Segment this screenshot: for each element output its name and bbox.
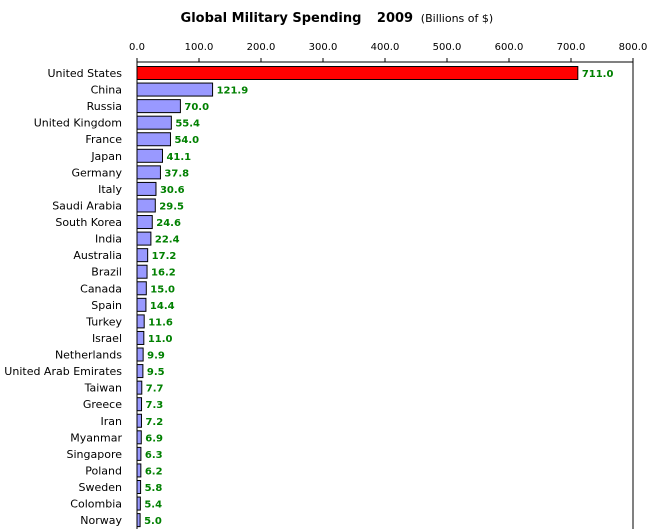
- x-tick-label: 400.0: [371, 42, 400, 53]
- data-label: 5.0: [144, 516, 162, 527]
- data-label: 11.0: [148, 334, 173, 345]
- data-label: 24.6: [156, 218, 181, 229]
- chart-title: Global Military Spending: [181, 11, 362, 26]
- data-label: 5.8: [145, 483, 163, 494]
- bar: [136, 330, 145, 345]
- category-label: United Arab Emirates: [4, 365, 122, 378]
- bar: [136, 148, 163, 163]
- category-label: Russia: [87, 100, 122, 113]
- data-label: 14.4: [150, 301, 175, 312]
- bar: [136, 82, 214, 97]
- bar: [136, 165, 161, 180]
- category-label: Italy: [98, 183, 122, 196]
- bar: [136, 480, 142, 494]
- category-label: China: [91, 84, 122, 97]
- bar: [136, 231, 152, 246]
- bar: [136, 281, 147, 296]
- bar: [136, 248, 149, 263]
- data-label: 37.8: [164, 168, 189, 179]
- category-label: Taiwan: [84, 382, 122, 395]
- category-label: Saudi Arabia: [52, 199, 122, 212]
- data-label: 7.3: [146, 400, 164, 411]
- category-label: Poland: [85, 464, 122, 477]
- bar: [136, 513, 141, 528]
- x-tick-label: 300.0: [309, 42, 338, 53]
- x-tick-label: 100.0: [185, 42, 214, 53]
- x-tick-label: 600.0: [495, 42, 524, 53]
- category-label: Turkey: [85, 315, 122, 328]
- bar: [136, 380, 143, 395]
- data-label: 9.9: [147, 351, 165, 362]
- category-label: Australia: [73, 249, 122, 262]
- category-label: Canada: [80, 282, 122, 295]
- data-label: 121.9: [217, 86, 249, 97]
- chart-title-year: 2009: [377, 11, 413, 26]
- bar: [136, 430, 142, 445]
- data-label: 30.6: [160, 185, 185, 196]
- bar: [136, 115, 172, 130]
- category-label: Greece: [83, 398, 122, 411]
- bar: [136, 463, 142, 478]
- bar: [136, 181, 157, 196]
- x-tick-label: 0.0: [129, 42, 145, 53]
- data-label: 41.1: [166, 152, 191, 163]
- bar: [136, 496, 141, 511]
- x-tick-label: 500.0: [433, 42, 462, 53]
- bar: [136, 397, 143, 412]
- category-label: Brazil: [91, 266, 122, 279]
- bar: [136, 198, 156, 213]
- category-label: South Korea: [55, 216, 122, 229]
- category-label: France: [85, 133, 122, 146]
- bar: [136, 215, 153, 230]
- data-label: 17.2: [152, 251, 177, 262]
- category-label: Netherlands: [55, 349, 122, 362]
- category-label: Germany: [71, 166, 122, 179]
- bar: [136, 314, 145, 329]
- category-label: Japan: [90, 150, 122, 163]
- category-label: India: [95, 233, 122, 246]
- data-label: 6.9: [145, 433, 163, 444]
- x-tick-label: 800.0: [619, 42, 648, 53]
- data-label: 7.2: [145, 417, 163, 428]
- category-label: Singapore: [67, 448, 123, 461]
- data-label: 6.3: [145, 450, 163, 461]
- data-label: 11.6: [148, 317, 173, 328]
- data-label: 5.4: [144, 500, 162, 511]
- bar: [136, 132, 171, 147]
- bar: [136, 413, 142, 428]
- bar: [136, 297, 147, 312]
- data-label: 70.0: [184, 102, 209, 113]
- data-label: 16.2: [151, 268, 176, 279]
- bar: [136, 446, 142, 461]
- data-label: 9.5: [147, 367, 165, 378]
- chart-subtitle: (Billions of $): [421, 12, 493, 25]
- category-label: Sweden: [79, 481, 122, 494]
- bar: [136, 264, 148, 279]
- category-label: Norway: [80, 514, 122, 527]
- data-label: 55.4: [175, 119, 200, 130]
- data-label: 7.7: [146, 384, 164, 395]
- category-label: Israel: [92, 332, 122, 345]
- x-tick-label: 700.0: [557, 42, 586, 53]
- bar: [136, 347, 144, 362]
- data-label: 54.0: [174, 135, 199, 146]
- bar: [136, 66, 579, 80]
- bar: [136, 364, 144, 379]
- category-label: Iran: [101, 415, 123, 428]
- category-label: Colombia: [70, 498, 122, 511]
- category-label: United Kingdom: [34, 117, 122, 130]
- bar: [136, 99, 181, 114]
- category-label: United States: [48, 67, 123, 80]
- data-label: 22.4: [155, 235, 180, 246]
- x-tick-label: 200.0: [247, 42, 276, 53]
- category-label: Spain: [91, 299, 122, 312]
- data-label: 15.0: [150, 284, 175, 295]
- data-label: 29.5: [159, 201, 184, 212]
- data-label: 6.2: [145, 466, 163, 477]
- category-label: Myanmar: [70, 431, 122, 444]
- data-label: 711.0: [582, 69, 614, 80]
